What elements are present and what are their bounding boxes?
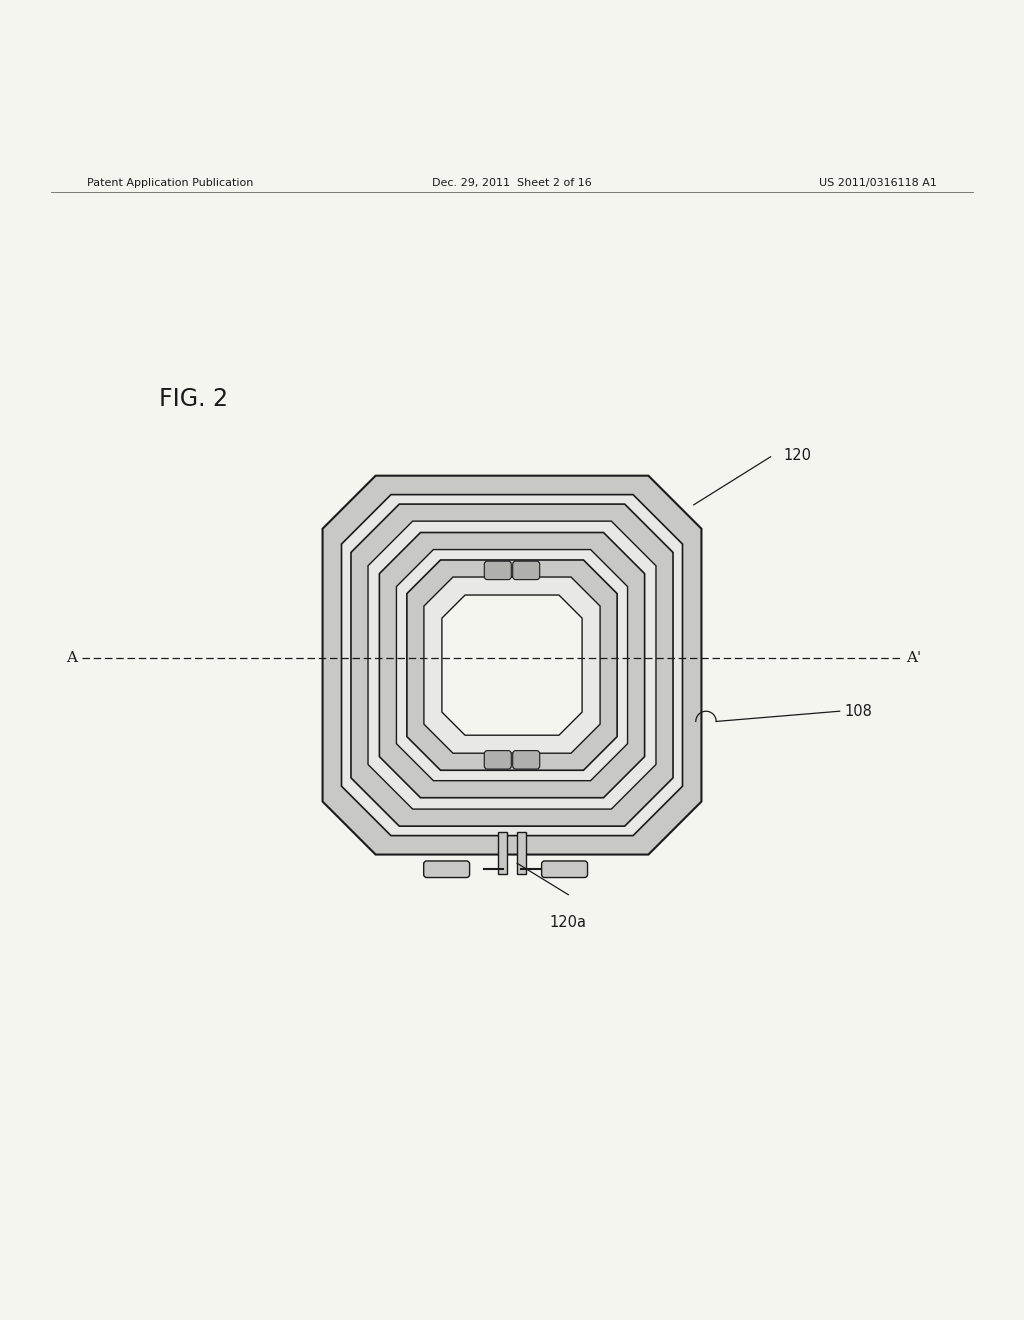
Polygon shape <box>368 521 656 809</box>
Text: 108: 108 <box>845 704 872 718</box>
Polygon shape <box>342 495 682 836</box>
FancyBboxPatch shape <box>542 861 588 878</box>
Text: FIG. 2: FIG. 2 <box>159 387 227 411</box>
Text: Dec. 29, 2011  Sheet 2 of 16: Dec. 29, 2011 Sheet 2 of 16 <box>432 178 592 187</box>
FancyBboxPatch shape <box>517 832 525 874</box>
Polygon shape <box>424 577 600 754</box>
Polygon shape <box>351 504 673 826</box>
Text: US 2011/0316118 A1: US 2011/0316118 A1 <box>819 178 937 187</box>
Polygon shape <box>396 549 628 780</box>
Text: 120: 120 <box>783 447 811 463</box>
FancyBboxPatch shape <box>513 751 540 770</box>
Text: A': A' <box>906 651 922 664</box>
Text: 120a: 120a <box>550 915 587 931</box>
Polygon shape <box>379 532 645 797</box>
FancyBboxPatch shape <box>484 561 511 579</box>
Text: Patent Application Publication: Patent Application Publication <box>87 178 253 187</box>
FancyBboxPatch shape <box>513 561 540 579</box>
Text: A: A <box>66 651 77 664</box>
Polygon shape <box>442 595 582 735</box>
FancyBboxPatch shape <box>499 832 507 874</box>
FancyBboxPatch shape <box>424 861 470 878</box>
Polygon shape <box>407 560 617 771</box>
Polygon shape <box>323 475 701 854</box>
FancyBboxPatch shape <box>484 751 511 770</box>
